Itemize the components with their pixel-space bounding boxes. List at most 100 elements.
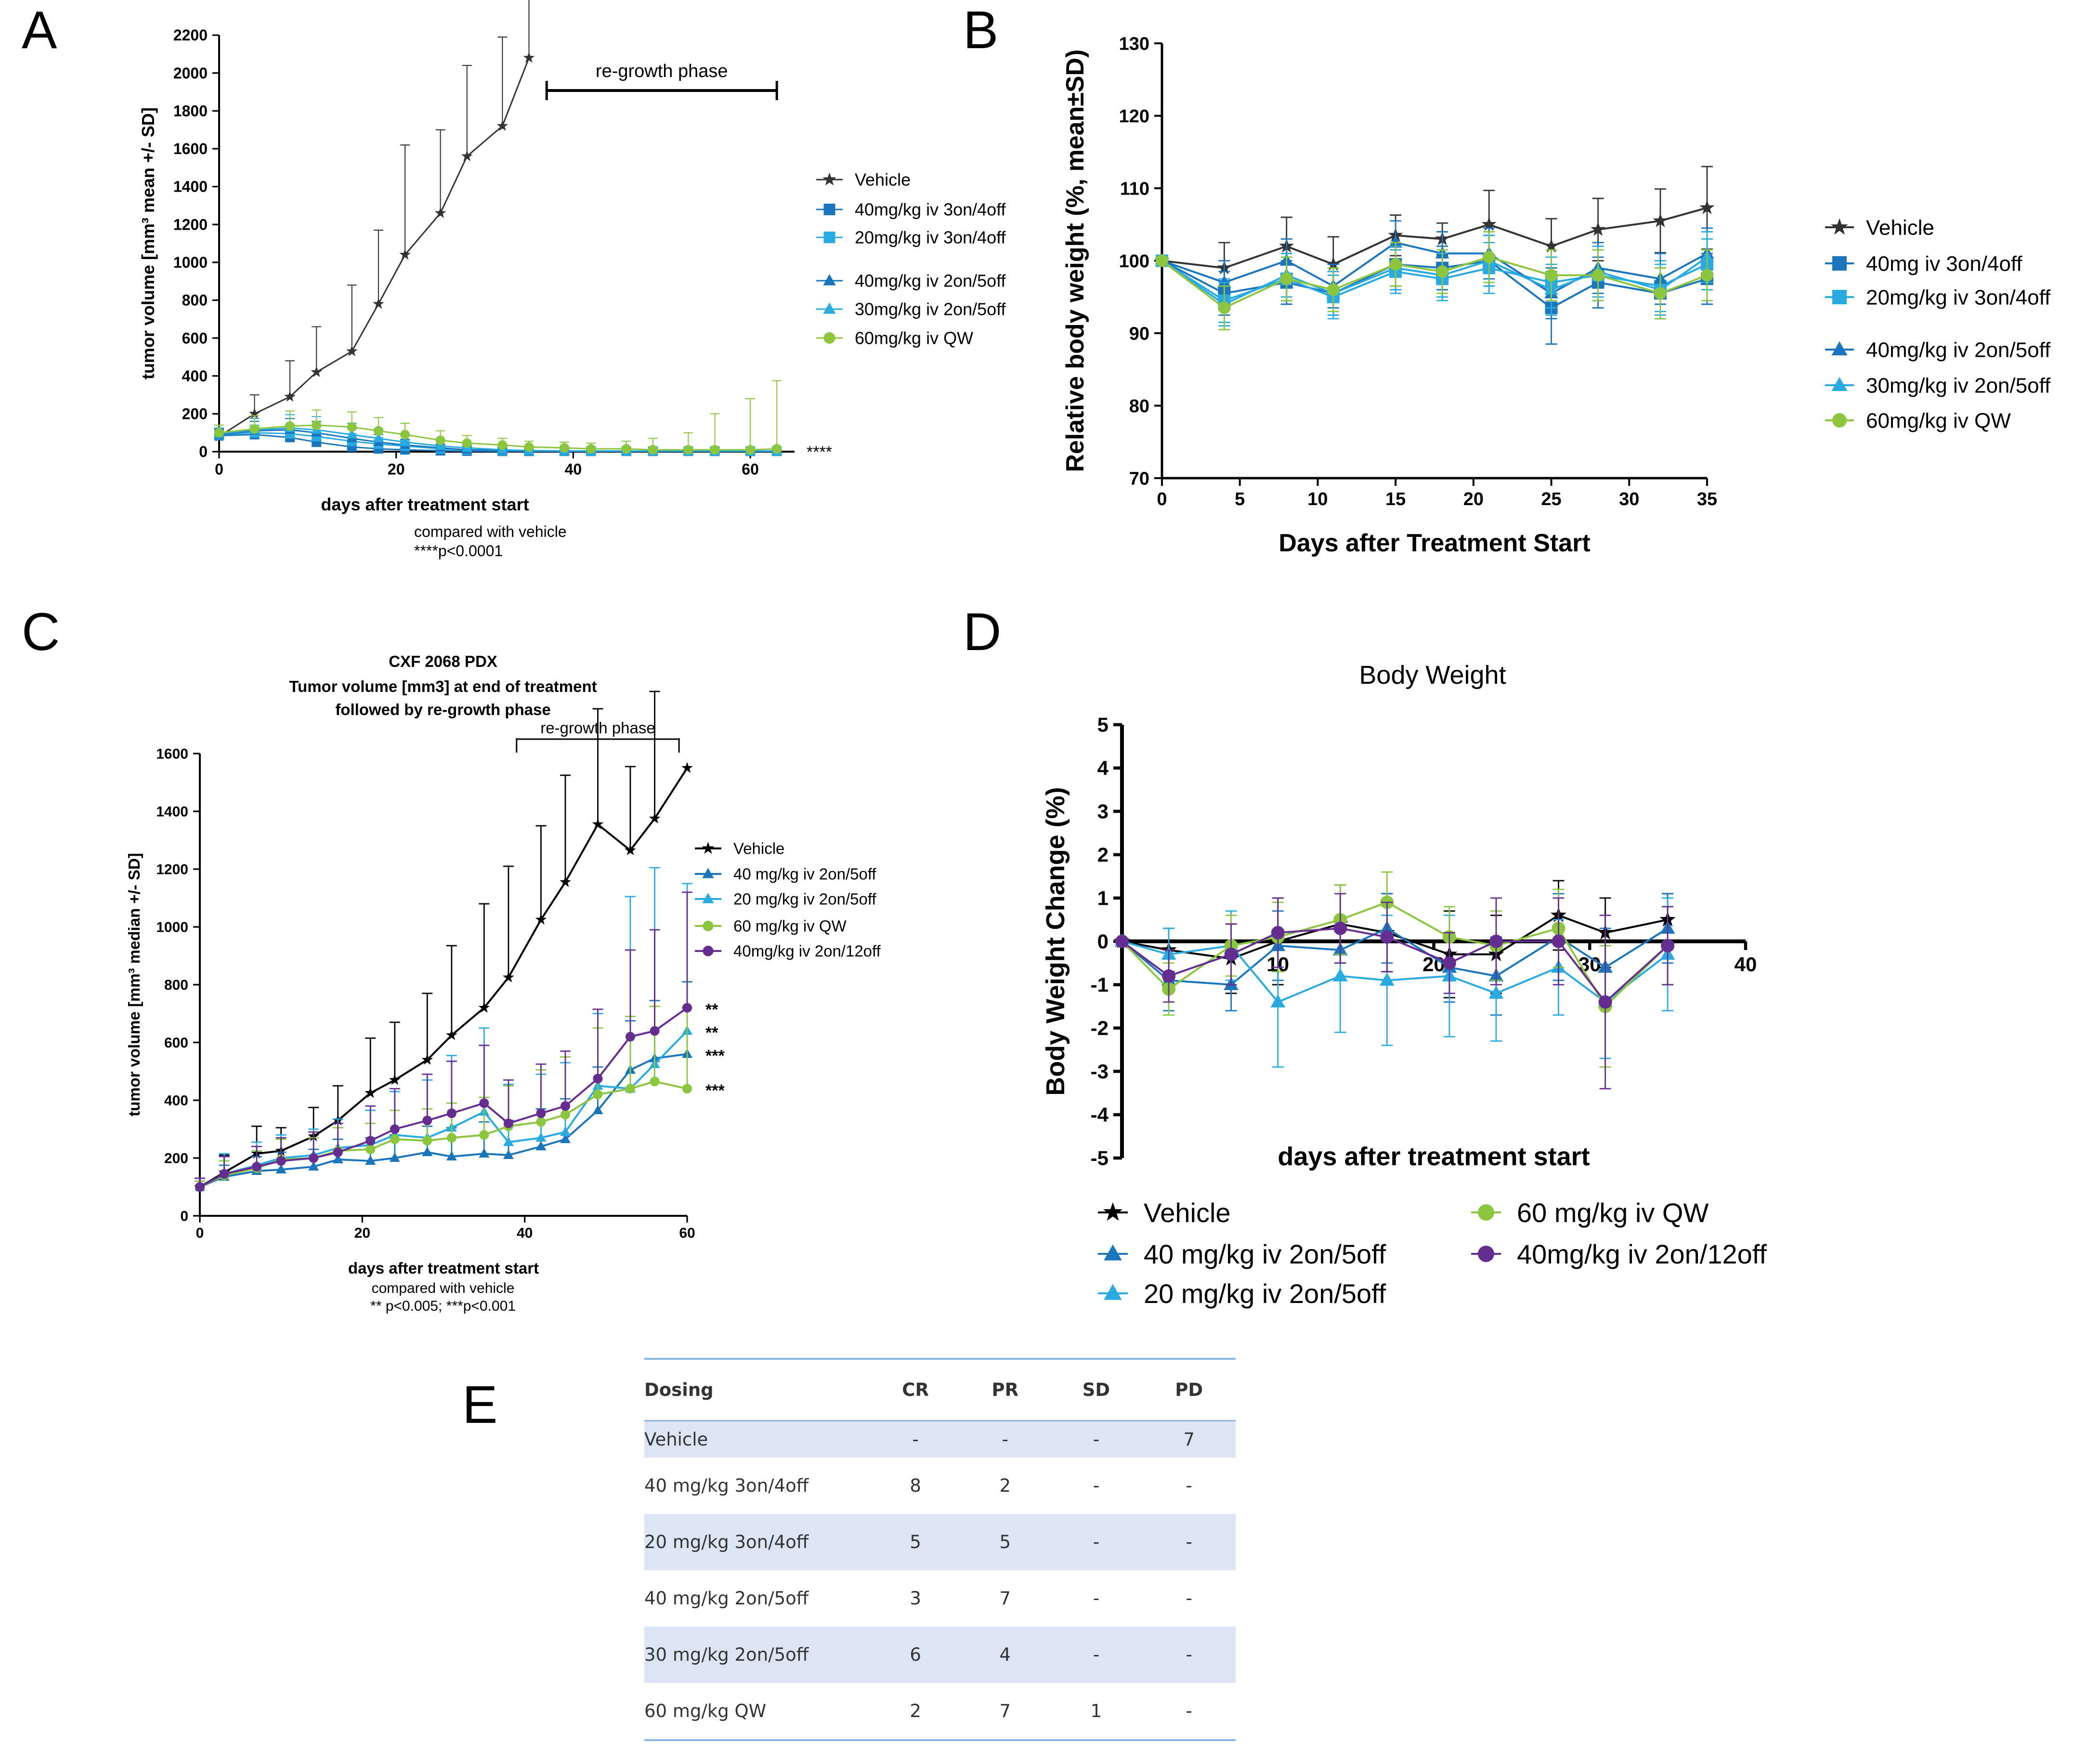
- data-point: [650, 1077, 660, 1086]
- series-60mg-kg-iv-qw: [214, 380, 782, 455]
- x-tick-label: 0: [1157, 489, 1167, 509]
- data-point: [682, 1003, 692, 1013]
- legend-marker: [822, 172, 836, 186]
- chart-title-line: CXF 2068 PDX: [389, 652, 497, 670]
- data-point: [625, 1032, 635, 1042]
- y-axis-label: tumor volume [mm³ median +/- SD]: [125, 853, 143, 1116]
- series-40mg-kg-iv-2on-12off: [195, 891, 692, 1192]
- data-point: [1544, 238, 1559, 253]
- data-point: [1217, 275, 1231, 288]
- data-point: [710, 445, 720, 455]
- chart-title-line: followed by re-growth phase: [335, 701, 550, 718]
- data-point: [592, 1105, 603, 1114]
- table-row: Vehicle - - - 7: [644, 1420, 1236, 1458]
- table-cell: 40 mg/kg 2on/5off: [644, 1588, 809, 1609]
- data-point: [1661, 939, 1675, 952]
- data-point: [536, 1117, 546, 1127]
- table-row: 60 mg/kg QW 2 7 1 -: [644, 1683, 1236, 1741]
- x-tick-label: 20: [354, 1225, 370, 1241]
- legend-marker: [1832, 413, 1847, 428]
- legend-marker: [1832, 256, 1847, 271]
- data-point: [621, 444, 631, 454]
- data-point: [285, 421, 295, 431]
- data-point: [682, 1084, 692, 1094]
- data-point: [312, 420, 322, 430]
- table-cell: -: [871, 1420, 961, 1458]
- data-point: [421, 1054, 433, 1065]
- legend-marker: [1831, 377, 1848, 391]
- data-point: [1156, 254, 1168, 267]
- table-cell: 5: [871, 1514, 961, 1570]
- legend-label: 60mg/kg iv QW: [1866, 409, 2011, 432]
- data-point: [535, 913, 547, 925]
- data-point: [479, 1098, 489, 1108]
- table-cell: 7: [999, 1588, 1011, 1609]
- y-tick-label: 90: [1129, 324, 1149, 344]
- bracket-label: re-growth phase: [596, 61, 728, 81]
- data-point: [503, 971, 514, 983]
- y-tick-label: 110: [1120, 179, 1149, 199]
- data-point: [560, 1126, 571, 1136]
- x-tick-label: 25: [1541, 489, 1561, 509]
- y-tick-label: 130: [1119, 34, 1149, 54]
- data-point: [446, 1133, 457, 1143]
- y-tick-label: 1600: [173, 140, 208, 157]
- y-tick-label: 0: [180, 1209, 188, 1224]
- y-axis-label: Relative body weight (%, mean±SD): [1061, 49, 1089, 472]
- series-line: [1122, 914, 1668, 960]
- data-point: [365, 1136, 376, 1146]
- series-line: [219, 57, 530, 437]
- x-tick-label: 35: [1697, 489, 1717, 509]
- legend-marker: [1103, 1202, 1123, 1221]
- data-point: [1654, 287, 1667, 300]
- series-30mg-kg-iv-2on-5off: [1155, 231, 1714, 327]
- data-point: [1552, 935, 1565, 948]
- panel-label-e: E: [462, 1375, 497, 1434]
- note-line: ****p<0.0001: [414, 542, 503, 560]
- data-point: [214, 428, 224, 438]
- data-point: [560, 1133, 571, 1143]
- data-point: [462, 438, 472, 448]
- data-point: [1271, 926, 1285, 939]
- legend-label: 40 mg/kg iv 2on/5off: [733, 865, 876, 883]
- legend-marker: [823, 232, 835, 243]
- y-tick-label: -2: [1091, 1017, 1109, 1040]
- legend-marker: [702, 868, 714, 878]
- chart-c: 0 200 400 600 800 1000 1200 1400 1600 0 20 40 60 days…: [125, 652, 881, 1314]
- data-point: [400, 436, 411, 446]
- data-point: [1442, 956, 1456, 970]
- data-point: [275, 1164, 287, 1173]
- chart-title-line: Tumor volume [mm3] at end of treatment: [289, 677, 597, 695]
- data-point: [479, 1148, 490, 1158]
- y-tick-label: 1800: [173, 102, 208, 119]
- data-point: [373, 426, 383, 436]
- data-point: [248, 407, 261, 419]
- table-cell: 1: [1050, 1683, 1143, 1741]
- series-line: [199, 767, 688, 1188]
- legend-label: 60mg/kg iv QW: [855, 328, 973, 348]
- data-point: [497, 440, 508, 450]
- data-point: [390, 1124, 400, 1134]
- y-tick-label: 1000: [173, 254, 208, 271]
- legend-label: 40mg/kg iv 2on/5off: [1866, 338, 2051, 362]
- data-point: [586, 444, 596, 454]
- legend-label: 20 mg/kg iv 2on/5off: [733, 890, 876, 908]
- data-point: [1701, 269, 1713, 282]
- x-tick-label: 20: [1463, 489, 1484, 509]
- x-tick-label: 0: [215, 461, 223, 478]
- x-tick-label: 10: [1307, 489, 1328, 509]
- data-point: [560, 443, 569, 453]
- table-cell: 6: [871, 1627, 961, 1683]
- significance-marker: ***: [705, 1081, 725, 1100]
- legend-label: 60 mg/kg iv QW: [733, 917, 847, 935]
- table-cell: 8: [910, 1475, 921, 1496]
- data-point: [389, 1152, 400, 1162]
- y-tick-label: 5: [1097, 714, 1109, 736]
- data-point: [1591, 269, 1604, 282]
- x-tick-label: 0: [196, 1225, 204, 1241]
- table-header-cell: Dosing: [644, 1358, 871, 1421]
- y-tick-label: 400: [164, 1093, 188, 1109]
- y-tick-label: 200: [182, 405, 208, 423]
- data-point: [1333, 922, 1347, 935]
- y-tick-label: 200: [164, 1151, 188, 1167]
